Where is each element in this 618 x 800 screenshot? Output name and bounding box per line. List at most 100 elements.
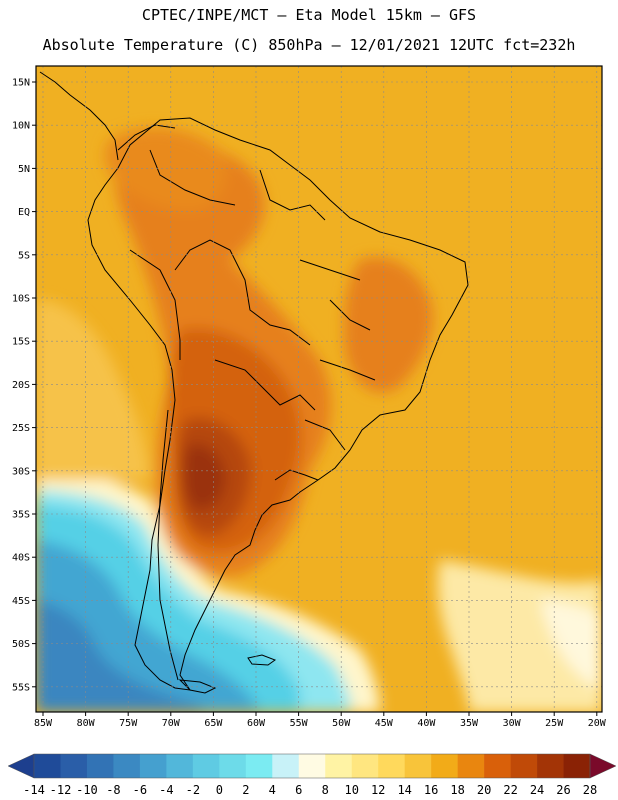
colorbar-segment: [34, 754, 61, 778]
falklands: [247, 654, 277, 666]
colorbar-segment: [139, 754, 167, 778]
colorbar-tick-label: 24: [530, 783, 544, 797]
pacific-light-zone: [36, 300, 150, 480]
south-america-coastline: [87, 117, 469, 691]
colorbar-tick-label: -8: [106, 783, 120, 797]
heat-zone-core: [183, 444, 226, 510]
temperature-field: [36, 66, 602, 712]
lat-tick-label: 35S: [12, 510, 30, 521]
cold-zone-deep-blue: [36, 600, 205, 712]
paraguay-border: [214, 359, 316, 411]
colorbar-segment: [351, 754, 379, 778]
colorbar-high-arrow: [589, 753, 617, 779]
guianas-borders: [259, 169, 326, 221]
colorbar-segment: [298, 754, 326, 778]
colorbar-segment: [510, 754, 538, 778]
lat-tick-label: 45S: [12, 596, 30, 607]
lon-tick-label: 60W: [247, 718, 266, 729]
lon-tick-label: 70W: [162, 718, 181, 729]
lat-tick-label: 30S: [12, 466, 30, 477]
lon-tick-label: 25W: [545, 718, 564, 729]
colorbar-tick-label: -4: [159, 783, 173, 797]
lon-tick-label: 35W: [460, 718, 479, 729]
lon-tick-label: 40W: [417, 718, 436, 729]
brazil-state-borders: [299, 259, 376, 451]
lat-tick-label: 50S: [12, 639, 30, 650]
colorbar-tick-label: 28: [583, 783, 597, 797]
colorbar-tick-label: 2: [242, 783, 249, 797]
colorbar-tick-label: 16: [424, 783, 438, 797]
lon-tick-label: 50W: [332, 718, 351, 729]
colombia-venezuela-border: [149, 149, 236, 206]
ne-brazil-warm-zone: [343, 257, 433, 393]
lon-tick-label: 80W: [77, 718, 96, 729]
colorbar-segment: [537, 754, 564, 778]
lat-tick-label: 10N: [12, 121, 30, 132]
lat-tick-label: 20S: [12, 380, 30, 391]
lon-tick-label: 65W: [204, 718, 223, 729]
lat-tick-label: 15S: [12, 337, 30, 348]
colorbar-segment: [245, 754, 273, 778]
lon-tick-label: 75W: [119, 718, 138, 729]
uruguay-border: [274, 469, 319, 481]
colorbar-segment: [457, 754, 485, 778]
lon-axis: 85W 80W 75W 70W 65W 60W 55W 50W 45W 40W 35W 30W 25W 2…: [34, 712, 607, 729]
colorbar-segment: [113, 754, 141, 778]
colorbar-tick-label: 10: [344, 783, 358, 797]
colorbar-segment: [378, 754, 405, 778]
colorbar-segment: [60, 754, 88, 778]
atlantic-lighter-zone: [540, 600, 602, 690]
colorbar-segment: [166, 754, 194, 778]
lon-tick-label: 30W: [503, 718, 522, 729]
north-warm-zone: [104, 127, 228, 211]
title-line-1: CPTEC/INPE/MCT – Eta Model 15km – GFS: [142, 6, 476, 24]
lat-tick-label: 5S: [18, 250, 30, 261]
atlantic-pale-zone: [437, 560, 602, 712]
colorbar-tick-label: 20: [477, 783, 491, 797]
peru-bolivia-border: [129, 249, 181, 360]
lat-tick-label: 55S: [12, 682, 30, 693]
gridlines: [36, 66, 602, 712]
colorbar: -14 -12 -10 -8 -6 -4 -2 0 2 4 6 8 10 12 14 16 18 20 22 24 26…: [7, 753, 617, 797]
colorbar-segment: [219, 754, 247, 778]
title-line-2: Absolute Temperature (C) 850hPa – 12/01/…: [43, 36, 576, 54]
colorbar-segment: [431, 754, 458, 778]
colorbar-tick-label: 4: [269, 783, 276, 797]
lat-axis: 15N 10N 5N EQ 5S 10S 15S 20S 25S 30S 35S 40S 45S 50S 5…: [12, 78, 36, 693]
colorbar-segment: [484, 754, 511, 778]
colorbar-segment: [192, 754, 220, 778]
colorbar-tick-label: -12: [50, 783, 72, 797]
colorbar-tick-label: 22: [503, 783, 517, 797]
colorbar-tick-label: 0: [216, 783, 223, 797]
colorbar-tick-label: 12: [371, 783, 385, 797]
lon-tick-label: 45W: [375, 718, 394, 729]
colorbar-segment: [563, 754, 591, 778]
colorbar-low-arrow: [7, 753, 35, 779]
colorbar-tick-label: 6: [295, 783, 302, 797]
colorbar-segment: [404, 754, 432, 778]
colorbar-tick-label: -2: [186, 783, 200, 797]
lat-tick-label: 25S: [12, 423, 30, 434]
colorbar-tick-label: 14: [397, 783, 411, 797]
colorbar-segment: [86, 754, 114, 778]
colorbar-tick-label: -6: [133, 783, 147, 797]
lon-tick-label: 85W: [34, 718, 53, 729]
colorbar-tick-label: -10: [76, 783, 98, 797]
lat-tick-label: 5N: [18, 164, 30, 175]
lat-tick-label: EQ: [18, 207, 30, 218]
lat-tick-label: 15N: [12, 78, 30, 89]
colorbar-tick-label: 26: [556, 783, 570, 797]
tierra-del-fuego: [178, 679, 217, 694]
central-america-coast: [39, 71, 119, 161]
lat-tick-label: 40S: [12, 553, 30, 564]
argentina-chile-border: [157, 409, 179, 681]
lat-tick-label: 10S: [12, 294, 30, 305]
coastlines-borders: [39, 71, 469, 694]
colorbar-tick-label: 18: [450, 783, 464, 797]
brazil-western-border: [174, 239, 311, 346]
colorbar-tick-label: -14: [23, 783, 45, 797]
colorbar-segment: [272, 754, 300, 778]
colorbar-outline: [33, 753, 591, 779]
map-frame: [35, 65, 603, 713]
